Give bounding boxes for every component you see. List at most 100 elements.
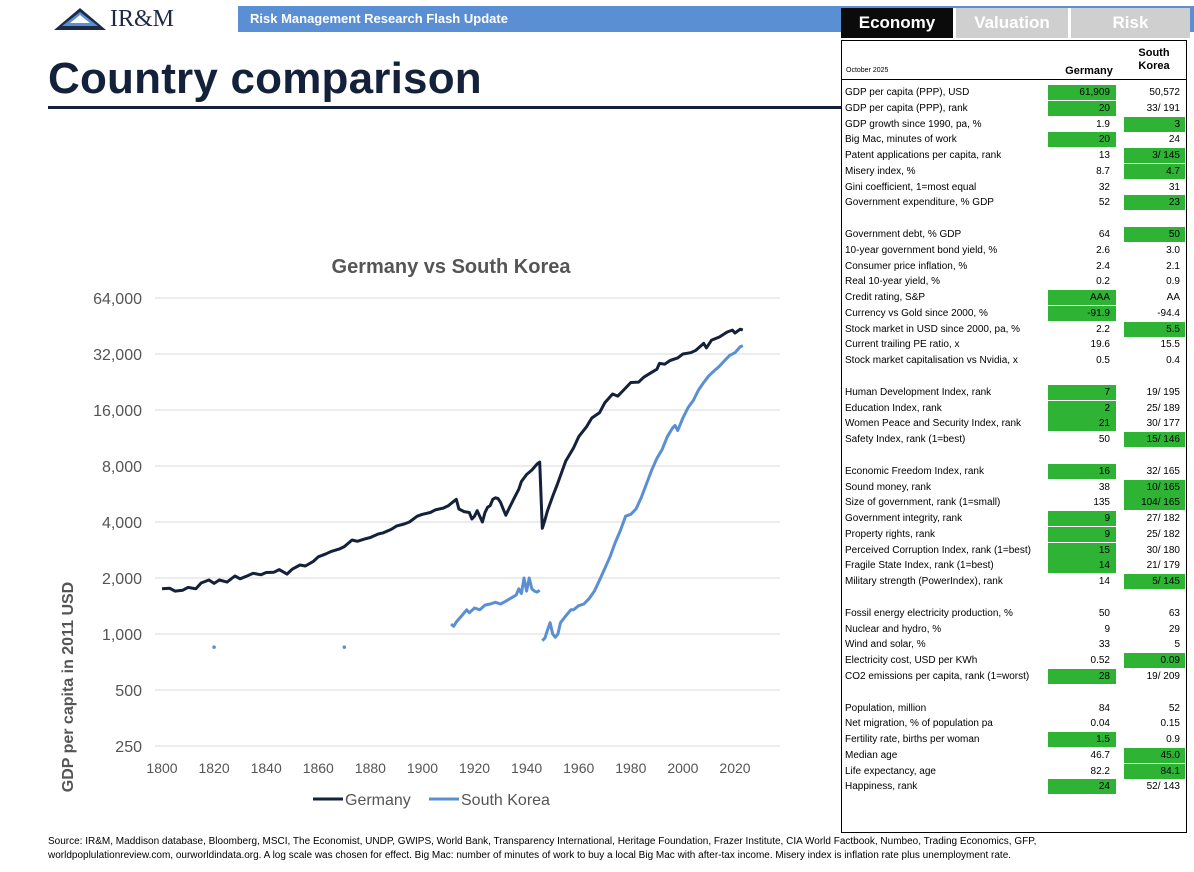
row-label: Currency vs Gold since 2000, % (845, 307, 988, 319)
korea-value: 30/ 180 (1146, 544, 1180, 556)
tab-economy[interactable]: Economy (841, 8, 953, 38)
korea-value: 15/ 146 (1124, 432, 1185, 447)
germany-value: 13 (1098, 150, 1110, 161)
korea-value: 5.5 (1124, 321, 1185, 337)
germany-value: 50 (1098, 434, 1110, 445)
row-label: GDP growth since 1990, pa, % (845, 118, 982, 130)
banner-title: Risk Management Research Flash Update (250, 11, 508, 26)
row-label: Property rights, rank (845, 528, 936, 540)
korea-value: 3.0 (1166, 244, 1180, 256)
korea-value: 5/ 145 (1124, 574, 1185, 589)
y-tick-label: 1,000 (102, 627, 142, 644)
x-tick-label: 1940 (511, 760, 542, 776)
row-label: Median age (845, 749, 898, 761)
germany-value: AAA (1048, 290, 1116, 305)
table-row: Fossil energy electricity production, % 5… (842, 606, 1186, 621)
column-header-korea: South Korea (1138, 47, 1170, 72)
korea-value: 24 (1168, 134, 1180, 146)
germany-value: 2.2 (1096, 323, 1110, 335)
germany-value: 50 (1098, 607, 1110, 619)
row-label: Sound money, rank (845, 481, 931, 493)
germany-value: 82.2 (1090, 765, 1110, 777)
table-header: October 2025 Germany South Korea (842, 41, 1186, 80)
germany-value: 2 (1048, 400, 1116, 416)
table-row: Economic Freedom Index, rank 16 32/ 165 (842, 463, 1186, 479)
germany-value: 15 (1048, 542, 1116, 558)
x-tick-label: 1820 (199, 760, 230, 776)
south-korea-point (342, 645, 347, 649)
south-korea-line (450, 576, 541, 628)
x-tick-label: 1880 (355, 760, 386, 776)
germany-value: 9 (1048, 526, 1116, 542)
table-row: Military strength (PowerIndex), rank 14 5/… (842, 574, 1186, 589)
germany-value: 9 (1104, 623, 1110, 635)
table-row: Stock market capitalisation vs Nvidia, x… (842, 353, 1186, 368)
chart-title: Germany vs South Korea (332, 256, 572, 278)
row-label: Human Development Index, rank (845, 386, 992, 398)
germany-value: 135 (1093, 497, 1110, 509)
korea-value: 63 (1168, 607, 1180, 619)
x-tick-label: 1860 (303, 760, 334, 776)
table-row: GDP growth since 1990, pa, % 1.9 3 (842, 116, 1186, 132)
row-label: Fossil energy electricity production, % (845, 607, 1013, 619)
row-label: Real 10-year yield, % (845, 276, 941, 288)
germany-value: 46.7 (1090, 749, 1110, 761)
row-label: Happiness, rank (845, 781, 918, 793)
germany-value: 8.7 (1096, 165, 1110, 177)
korea-value: 50 (1124, 227, 1185, 242)
korea-value: 52 (1168, 702, 1180, 714)
row-label: Patent applications per capita, rank (845, 150, 1002, 161)
germany-value: -91.9 (1048, 305, 1116, 321)
korea-value: 32/ 165 (1146, 465, 1180, 477)
tab-valuation[interactable]: Valuation (956, 8, 1068, 38)
row-label: Women Peace and Security Index, rank (845, 418, 1022, 430)
row-label: Big Mac, minutes of work (845, 134, 957, 146)
row-label: Misery index, % (845, 165, 916, 177)
germany-value: 64 (1098, 229, 1110, 240)
row-label: Government integrity, rank (845, 513, 963, 524)
table-row: Government integrity, rank 9 27/ 182 (842, 511, 1186, 526)
germany-value: 38 (1098, 481, 1110, 493)
source-footnote: Source: IR&M, Maddison database, Bloombe… (48, 835, 1188, 863)
table-row: Life expectancy, age 82.2 84.1 (842, 763, 1186, 779)
x-tick-label: 1800 (146, 760, 177, 776)
korea-value: 45.0 (1124, 747, 1185, 763)
tab-risk[interactable]: Risk (1071, 8, 1190, 38)
column-header-germany: Germany (1065, 65, 1113, 77)
korea-value: 33/ 191 (1146, 102, 1180, 114)
row-label: Fertility rate, births per woman (845, 734, 980, 745)
table-row: Fertility rate, births per woman 1.5 0.9 (842, 732, 1186, 747)
table-row: Government debt, % GDP 64 50 (842, 227, 1186, 242)
row-label: Life expectancy, age (845, 765, 936, 777)
germany-value: 1.9 (1096, 118, 1110, 130)
x-tick-label: 1960 (563, 760, 594, 776)
comparison-table: October 2025 Germany South Korea GDP per… (841, 40, 1187, 833)
row-label: GDP per capita (PPP), USD (845, 87, 970, 98)
title-underline (48, 106, 848, 109)
row-label: Government expenditure, % GDP (845, 197, 994, 209)
y-tick-label: 8,000 (102, 459, 142, 476)
germany-value: 33 (1098, 639, 1110, 651)
table-row: Government expenditure, % GDP 52 23 (842, 195, 1186, 211)
row-label: Fragile State Index, rank (1=best) (845, 560, 994, 572)
table-row: Property rights, rank 9 25/ 182 (842, 526, 1186, 542)
korea-value: 31 (1168, 181, 1180, 193)
table-row: Fragile State Index, rank (1=best) 14 21/ … (842, 558, 1186, 574)
pyramid-logo-icon (54, 8, 106, 30)
row-label: Economic Freedom Index, rank (845, 465, 984, 477)
korea-value: 25/ 182 (1146, 528, 1180, 540)
germany-value: 2.4 (1096, 260, 1110, 272)
table-row: Education Index, rank 2 25/ 189 (842, 400, 1186, 416)
korea-value: 50,572 (1149, 87, 1180, 98)
korea-value: 15.5 (1160, 339, 1180, 351)
table-row: Safety Index, rank (1=best) 50 15/ 146 (842, 432, 1186, 447)
germany-line (161, 327, 744, 593)
row-label: Nuclear and hydro, % (845, 623, 942, 635)
korea-value: AA (1166, 292, 1180, 303)
germany-value: 20 (1048, 100, 1116, 116)
row-label: Government debt, % GDP (845, 229, 962, 240)
table-row: 10-year government bond yield, % 2.6 3.0 (842, 243, 1186, 258)
table-row: Currency vs Gold since 2000, % -91.9 -94.4 (842, 305, 1186, 321)
korea-value: 104/ 165 (1124, 495, 1185, 511)
germany-value: 28 (1048, 668, 1116, 684)
